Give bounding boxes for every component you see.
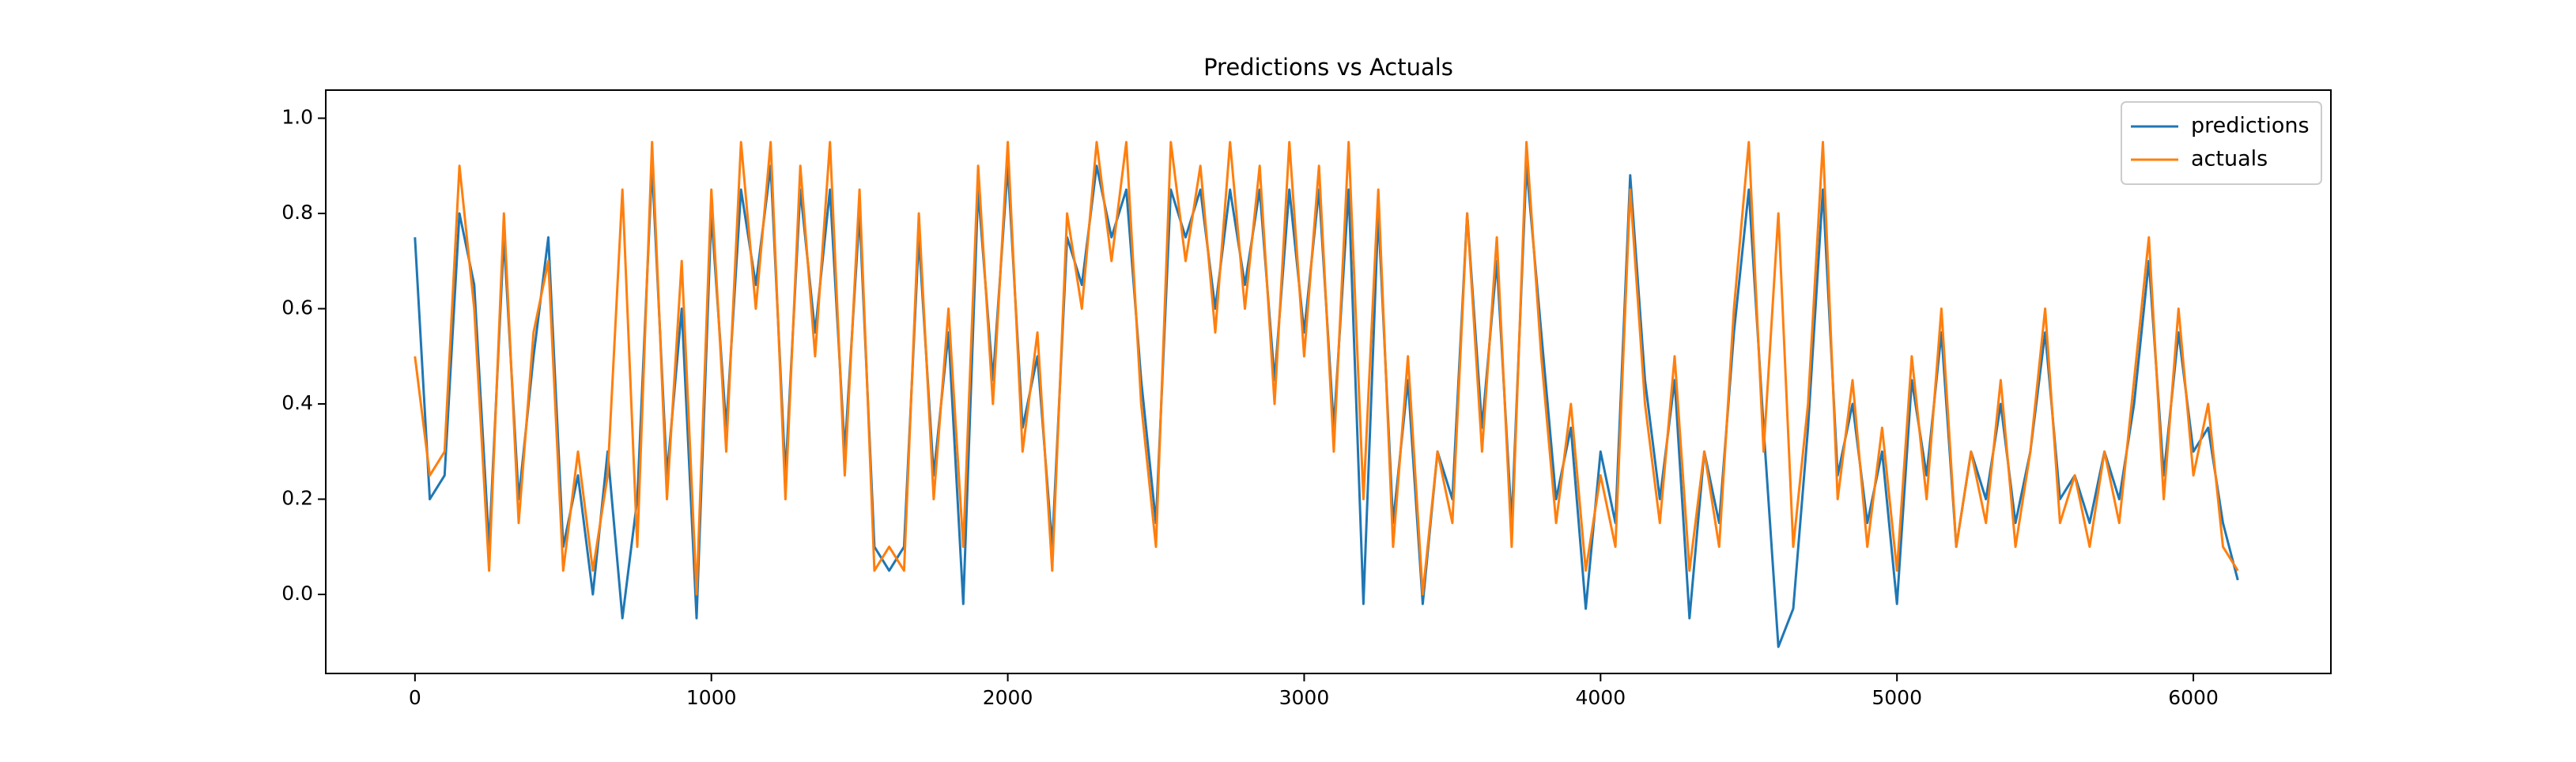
x-tick-label: 0 (409, 686, 421, 709)
y-tick-label: 0.0 (281, 582, 313, 605)
x-tick-label: 6000 (2168, 686, 2219, 709)
x-tick-label: 5000 (1872, 686, 1922, 709)
x-tick-label: 2000 (983, 686, 1033, 709)
x-tick-label: 3000 (1279, 686, 1330, 709)
x-tick-label: 1000 (686, 686, 737, 709)
y-tick-label: 0.2 (281, 487, 313, 510)
legend-label: predictions (2191, 114, 2310, 138)
y-tick-label: 0.4 (281, 391, 313, 414)
chart-title: Predictions vs Actuals (1203, 54, 1453, 81)
y-tick-label: 1.0 (281, 106, 313, 129)
y-tick-label: 0.8 (281, 201, 313, 224)
plot-frame (325, 89, 2332, 674)
x-tick-label: 4000 (1576, 686, 1626, 709)
series-line (414, 141, 2239, 596)
y-tick-label: 0.6 (281, 296, 313, 319)
legend-box (2121, 101, 2322, 185)
legend-label: actuals (2191, 147, 2268, 172)
